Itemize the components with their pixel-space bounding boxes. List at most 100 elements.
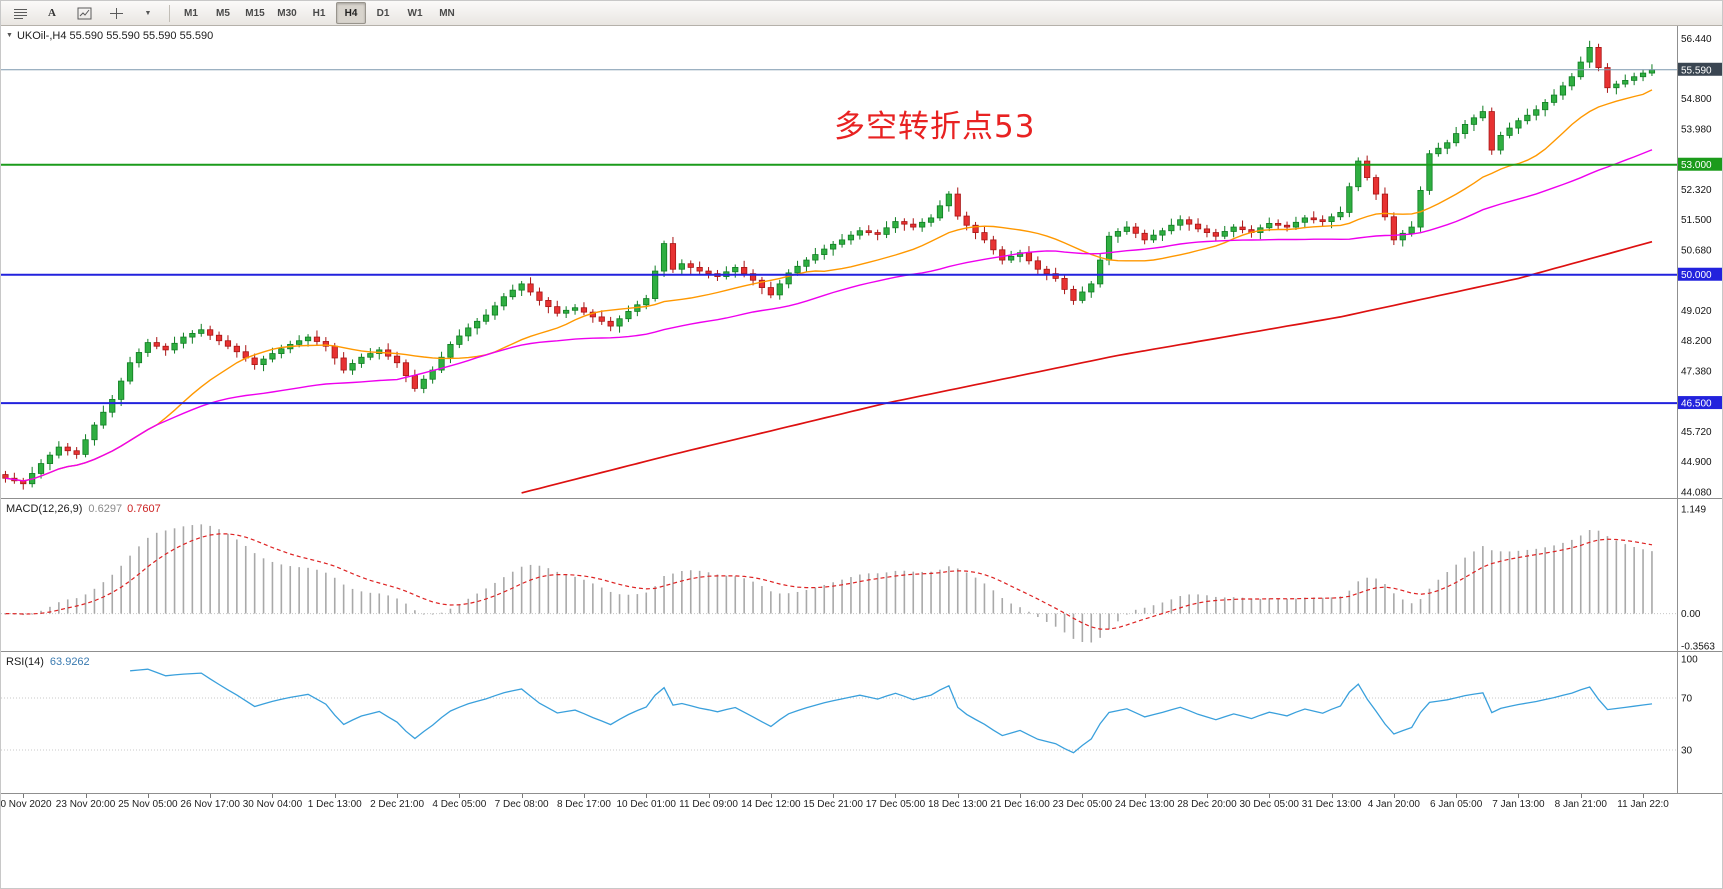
timeframe-m1[interactable]: M1 xyxy=(184,7,198,19)
macd-signal-line xyxy=(5,533,1653,630)
chart-menu-icon[interactable]: ▼ xyxy=(6,32,13,39)
time-axis-label: 4 Dec 05:00 xyxy=(432,799,487,810)
rsi-axis-label: 100 xyxy=(1681,655,1698,666)
time-axis-label: 11 Dec 09:00 xyxy=(679,799,738,810)
indicator-window-icon[interactable] xyxy=(69,2,99,24)
price-tick-label: 48.200 xyxy=(1681,336,1712,347)
time-axis-label: 2 Dec 21:00 xyxy=(370,799,425,810)
time-axis-label: 11 Jan 22:0 xyxy=(1617,799,1669,810)
price-chart-svg[interactable]: 55.590 53.000 50.000 46.500 56.440 54.800 53.9… xyxy=(1,26,1723,498)
crosshair-tool-icon[interactable] xyxy=(101,2,131,24)
time-axis-label: 6 Jan 05:00 xyxy=(1430,799,1483,810)
time-axis-label: 10 Dec 01:00 xyxy=(616,799,677,810)
macd-label: MACD(12,26,9) 0.6297 0.7607 xyxy=(6,503,161,515)
tool-caret-icon[interactable]: ▼ xyxy=(144,9,152,17)
time-axis-label: 4 Jan 20:00 xyxy=(1367,799,1420,810)
time-axis-label: 7 Jan 13:00 xyxy=(1492,799,1545,810)
time-axis-tick xyxy=(85,794,87,798)
panel-divider[interactable] xyxy=(1,651,1722,652)
timeframe-m15[interactable]: M15 xyxy=(245,7,265,19)
panel-divider[interactable] xyxy=(1,793,1722,794)
rsi-label: RSI(14) 63.9262 xyxy=(6,656,90,668)
ma-medium-magenta xyxy=(5,149,1653,482)
time-axis-tick xyxy=(1393,794,1395,798)
rsi-name: RSI(14) xyxy=(6,656,44,668)
time-axis-label: 7 Dec 08:00 xyxy=(494,799,549,810)
time-axis-tick xyxy=(1020,794,1022,798)
time-axis-tick xyxy=(1643,794,1645,798)
timeframe-m5[interactable]: M5 xyxy=(216,7,230,19)
time-axis-tick xyxy=(210,794,212,798)
time-axis-tick xyxy=(397,794,399,798)
macd-axis-label: -0.3563 xyxy=(1681,642,1715,652)
timeframe-m30[interactable]: M30 xyxy=(277,7,297,19)
rsi-line xyxy=(130,668,1653,754)
time-axis-tick xyxy=(23,794,25,798)
macd-chart-svg[interactable]: 1.149 0.00 -0.3563 xyxy=(1,499,1723,651)
time-axis-tick xyxy=(957,794,959,798)
green-level-53-label: 53.000 xyxy=(1681,160,1712,171)
time-axis-tick xyxy=(708,794,710,798)
macd-signal-value: 0.7607 xyxy=(127,503,161,515)
current-price-line-label: 55.590 xyxy=(1681,65,1712,76)
ma-slow-red xyxy=(521,240,1653,494)
rsi-axis-label: 30 xyxy=(1681,746,1693,757)
macd-panel[interactable]: 1.149 0.00 -0.3563 MACD(12,26,9) 0.6297 0.76… xyxy=(1,499,1723,651)
time-axis-tick xyxy=(1269,794,1271,798)
macd-axis-label: 1.149 xyxy=(1681,505,1706,516)
price-tick-label: 50.680 xyxy=(1681,245,1712,256)
toolbar: A ▼ M1 M5 M15 M30 H1 H4 D1 W1 MN xyxy=(1,1,1722,26)
candles xyxy=(2,40,1656,490)
text-tool-icon[interactable]: A xyxy=(48,7,56,19)
price-tick-label: 51.500 xyxy=(1681,215,1712,226)
timeframe-mn[interactable]: MN xyxy=(439,7,455,19)
time-axis-label: 25 Nov 05:00 xyxy=(118,799,178,810)
time-axis-tick xyxy=(583,794,585,798)
macd-main-value: 0.6297 xyxy=(88,503,123,515)
blue-level-46-5-box xyxy=(1678,396,1722,410)
price-tick-label: 45.720 xyxy=(1681,427,1712,438)
rsi-panel[interactable]: 100 70 30 RSI(14) 63.9262 xyxy=(1,652,1723,793)
symbol-ohlc-text: UKOil-,H4 55.590 55.590 55.590 55.590 xyxy=(16,30,214,42)
time-axis-label: 15 Dec 21:00 xyxy=(803,799,863,810)
time-axis-label: 1 Dec 13:00 xyxy=(307,799,362,810)
chart-grid-icon[interactable] xyxy=(5,2,35,24)
rsi-chart-svg[interactable]: 100 70 30 xyxy=(1,652,1723,793)
time-axis-label: 17 Dec 05:00 xyxy=(865,799,926,810)
time-axis-label: 18 Dec 13:00 xyxy=(928,799,988,810)
timeframe-h4[interactable]: H4 xyxy=(336,2,366,24)
panel-divider[interactable] xyxy=(1,498,1722,499)
time-axis-label: 14 Dec 12:00 xyxy=(741,799,801,810)
time-axis-tick xyxy=(895,794,897,798)
macd-name: MACD(12,26,9) xyxy=(6,503,83,515)
price-panel[interactable]: 55.590 53.000 50.000 46.500 56.440 54.800 53.9… xyxy=(1,26,1723,498)
time-axis-label: 8 Jan 21:00 xyxy=(1554,799,1607,810)
toolbar-separator xyxy=(169,4,170,22)
time-axis-tick xyxy=(1331,794,1333,798)
price-tick-label: 52.320 xyxy=(1681,185,1712,196)
time-axis-label: 31 Dec 13:00 xyxy=(1301,799,1362,810)
toolbar-icon-group: A ▼ xyxy=(4,2,164,24)
time-axis-tick xyxy=(1456,794,1458,798)
blue-level-50-box xyxy=(1678,267,1722,281)
time-axis-tick xyxy=(1206,794,1208,798)
timeframe-w1[interactable]: W1 xyxy=(407,7,423,19)
timeframe-d1[interactable]: D1 xyxy=(376,7,390,19)
timeframe-h1[interactable]: H1 xyxy=(312,7,326,19)
price-tick-label: 44.900 xyxy=(1681,457,1712,468)
time-axis-tick xyxy=(1082,794,1084,798)
rsi-axis-label: 70 xyxy=(1681,694,1693,705)
time-axis-tick xyxy=(459,794,461,798)
time-axis-label: 30 Nov 04:00 xyxy=(242,799,303,810)
time-axis-tick xyxy=(1580,794,1582,798)
price-tick-label: 47.380 xyxy=(1681,366,1712,377)
ma-fast-orange xyxy=(5,89,1653,482)
time-axis-tick xyxy=(770,794,772,798)
time-axis-tick xyxy=(334,794,336,798)
blue-level-50-label: 50.000 xyxy=(1681,270,1712,281)
rsi-value: 63.9262 xyxy=(49,656,90,668)
time-axis-label: 26 Nov 17:00 xyxy=(180,799,240,810)
time-axis-tick xyxy=(1144,794,1146,798)
